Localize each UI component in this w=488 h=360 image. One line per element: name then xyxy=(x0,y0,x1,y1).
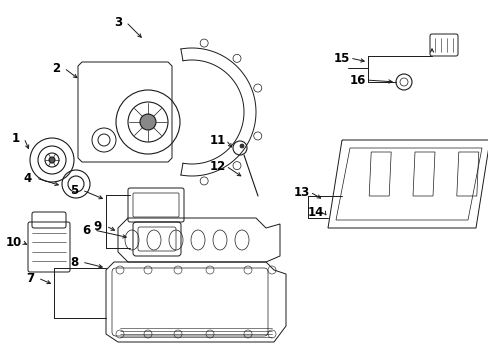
Text: 10: 10 xyxy=(6,235,22,248)
Text: 15: 15 xyxy=(333,51,349,64)
Circle shape xyxy=(140,114,156,130)
Circle shape xyxy=(240,144,244,148)
Text: 12: 12 xyxy=(209,159,225,172)
Text: 8: 8 xyxy=(70,256,78,269)
Text: 4: 4 xyxy=(24,171,32,184)
Text: 1: 1 xyxy=(12,131,20,144)
Text: 7: 7 xyxy=(26,271,34,284)
Text: 9: 9 xyxy=(94,220,102,233)
Text: 11: 11 xyxy=(209,134,225,147)
Text: 2: 2 xyxy=(52,62,60,75)
Text: 3: 3 xyxy=(114,15,122,28)
Text: 13: 13 xyxy=(293,185,309,198)
Text: 16: 16 xyxy=(349,73,366,86)
Text: 6: 6 xyxy=(81,224,90,237)
Text: 5: 5 xyxy=(70,184,78,197)
Circle shape xyxy=(49,157,55,163)
Text: 14: 14 xyxy=(307,206,324,219)
